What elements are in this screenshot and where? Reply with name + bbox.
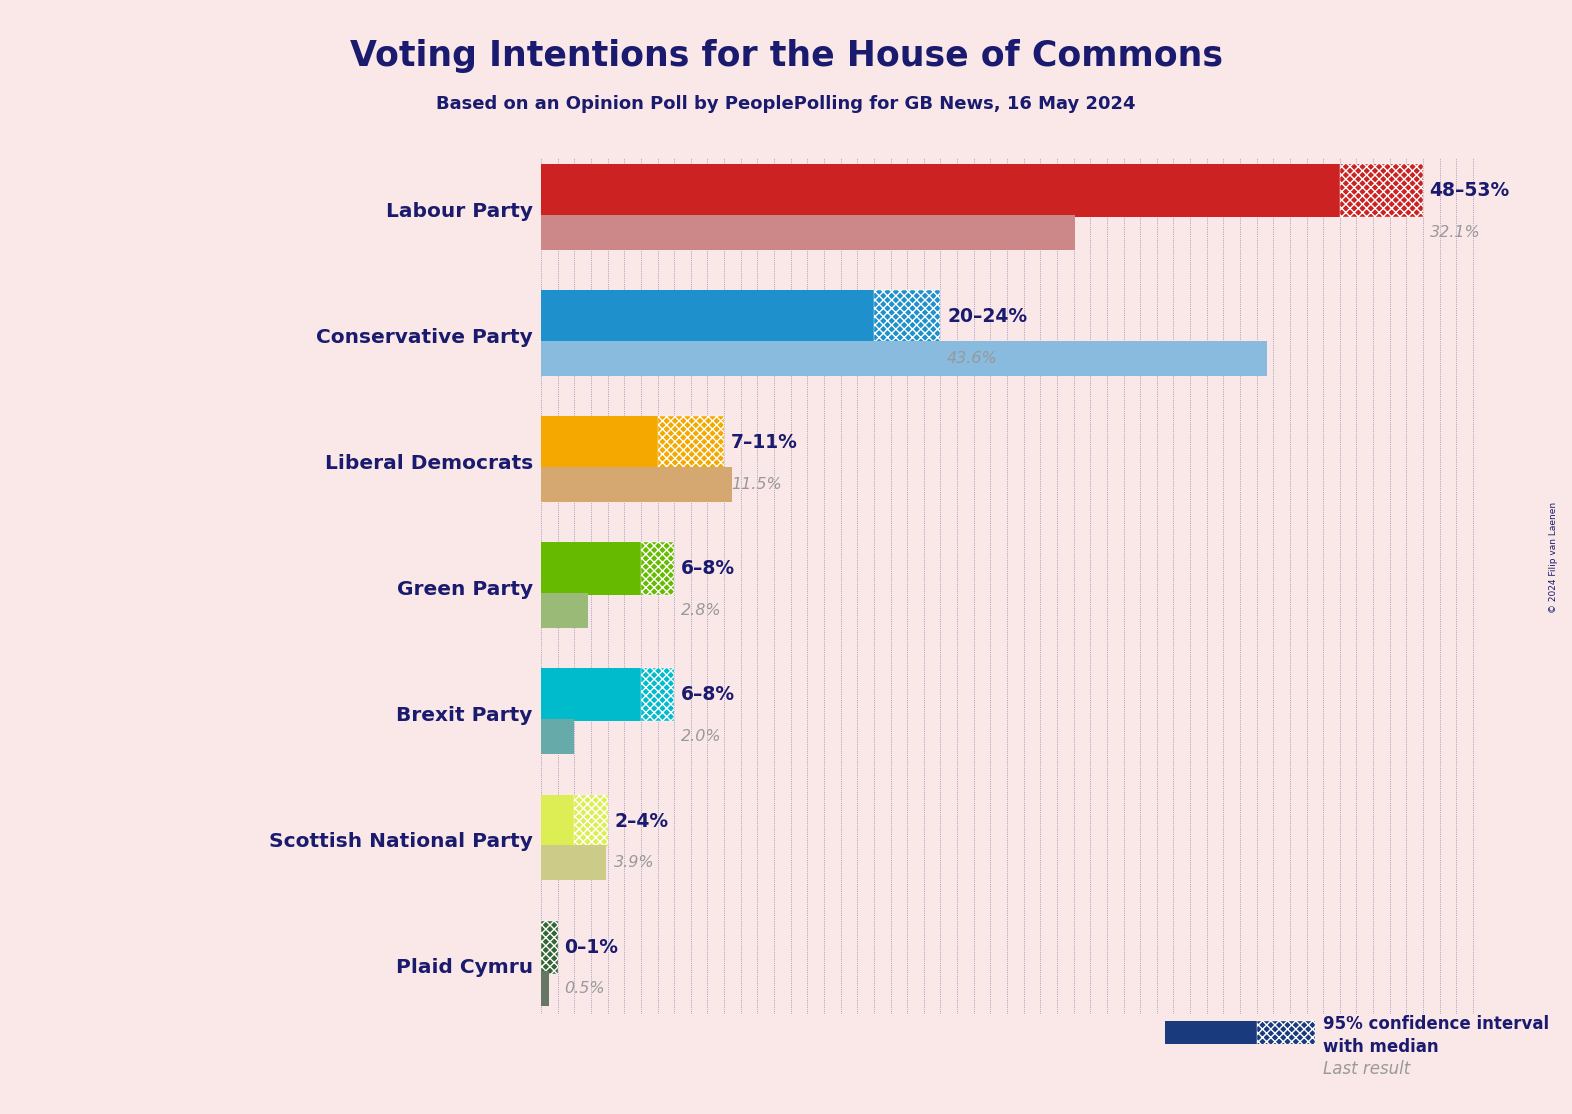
Text: Scottish National Party: Scottish National Party [269, 832, 533, 851]
Text: 2.0%: 2.0% [681, 729, 722, 744]
Bar [541, 543, 641, 595]
Text: 3.9%: 3.9% [615, 856, 656, 870]
Text: © 2024 Filip van Laenen: © 2024 Filip van Laenen [1548, 501, 1558, 613]
Text: Liberal Democrats: Liberal Democrats [324, 455, 533, 473]
Text: 6–8%: 6–8% [681, 559, 736, 578]
Text: Voting Intentions for the House of Commons: Voting Intentions for the House of Commo… [349, 39, 1223, 74]
Text: 2–4%: 2–4% [615, 811, 668, 831]
Text: 0–1%: 0–1% [564, 938, 618, 957]
Text: Last result: Last result [1324, 1061, 1410, 1078]
Text: Plaid Cymru: Plaid Cymru [396, 958, 533, 977]
Bar [541, 971, 549, 1006]
Bar [1165, 1059, 1256, 1079]
Text: 48–53%: 48–53% [1429, 182, 1511, 201]
Text: Based on an Opinion Poll by PeoplePolling for GB News, 16 May 2024: Based on an Opinion Poll by PeoplePollin… [437, 95, 1135, 113]
Text: Green Party: Green Party [396, 580, 533, 599]
Text: 43.6%: 43.6% [946, 351, 998, 365]
Text: 2.8%: 2.8% [681, 603, 722, 618]
Bar [574, 794, 608, 848]
Bar [541, 719, 574, 754]
Bar [541, 467, 733, 502]
Text: 11.5%: 11.5% [731, 477, 781, 492]
Text: 6–8%: 6–8% [681, 685, 736, 704]
Bar [1256, 1022, 1314, 1049]
Bar [641, 543, 674, 595]
Text: 32.1%: 32.1% [1429, 225, 1481, 240]
Bar [874, 291, 940, 343]
Bar [641, 668, 674, 722]
Bar [541, 668, 641, 722]
Bar [1339, 164, 1423, 217]
Text: 20–24%: 20–24% [946, 307, 1027, 326]
Bar [1165, 1022, 1256, 1049]
Bar [541, 417, 657, 469]
Text: 95% confidence interval
with median: 95% confidence interval with median [1324, 1015, 1550, 1056]
Text: Conservative Party: Conservative Party [316, 328, 533, 348]
Text: 0.5%: 0.5% [564, 981, 605, 996]
Bar [541, 164, 1339, 217]
Bar [541, 291, 874, 343]
Text: Brexit Party: Brexit Party [396, 706, 533, 725]
Bar [541, 593, 588, 628]
Bar [541, 846, 605, 880]
Bar [541, 920, 558, 974]
Text: Labour Party: Labour Party [385, 202, 533, 221]
Bar [657, 417, 725, 469]
Text: 7–11%: 7–11% [731, 433, 797, 452]
Bar [541, 794, 574, 848]
Bar [541, 215, 1075, 250]
Bar [541, 341, 1267, 377]
